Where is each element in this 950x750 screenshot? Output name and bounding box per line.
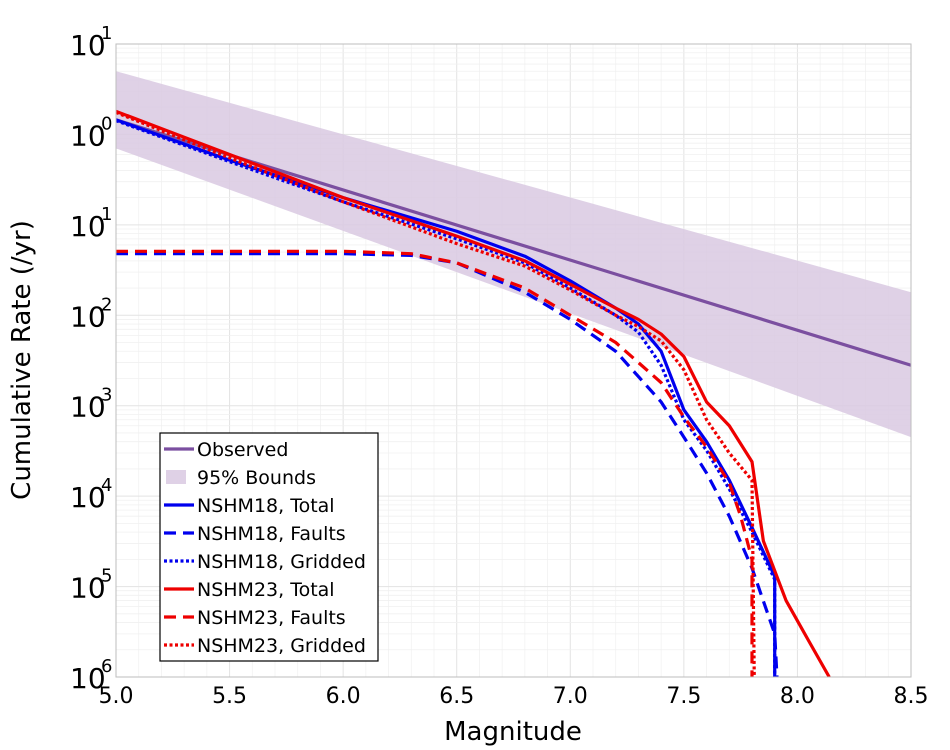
y-tick-exponent: 1	[101, 204, 112, 225]
x-tick-label: 8.0	[780, 684, 815, 709]
y-tick-exponent: 6	[101, 656, 112, 677]
y-tick-label: 10	[70, 391, 106, 424]
legend-label: 95% Bounds	[197, 467, 316, 489]
x-tick-label: 6.5	[439, 684, 474, 709]
bounds-band	[116, 71, 911, 438]
y-tick-exponent: 1	[101, 23, 112, 44]
series-line-nshm23-faults	[116, 249, 754, 677]
x-tick-label: 5.5	[212, 684, 247, 709]
legend-box	[159, 432, 379, 662]
legend-label: NSHM23, Faults	[197, 607, 346, 629]
x-tick-label: 6.0	[326, 684, 361, 709]
x-tick-label: 5.0	[99, 684, 134, 709]
series-layer	[116, 109, 911, 677]
y-tick-label: 10	[70, 481, 106, 514]
x-axis-label: Magnitude	[444, 717, 582, 747]
y-tick-label: 10	[70, 29, 106, 62]
y-tick-exponent: 3	[101, 385, 112, 406]
y-tick-exponent: 4	[101, 475, 112, 496]
y-tick-exponent: 0	[101, 113, 112, 134]
series-line-nshm18-gridded	[116, 119, 777, 677]
legend-label: NSHM23, Total	[197, 579, 335, 601]
plot-border	[115, 43, 912, 678]
legend-swatch-bounds	[166, 470, 186, 484]
y-tick-exponent: 2	[101, 294, 112, 315]
series-line-nshm23-gridded	[116, 110, 756, 677]
legend-label: NSHM18, Gridded	[197, 551, 366, 573]
legend-label: NSHM18, Faults	[197, 523, 346, 545]
x-tick-label: 7.0	[553, 684, 588, 709]
y-tick-label: 10	[70, 210, 106, 243]
confidence-band-layer	[116, 71, 911, 438]
y-tick-label: 10	[70, 662, 106, 695]
y-tick-exponent: 5	[101, 566, 112, 587]
x-tick-label: 7.5	[666, 684, 701, 709]
y-tick-label: 10	[70, 572, 106, 605]
series-line-nshm23-total	[116, 109, 831, 677]
y-tick-label: 10	[70, 119, 106, 152]
x-tick-label: 8.5	[894, 684, 929, 709]
y-tick-label: 10	[70, 300, 106, 333]
legend-label: Observed	[197, 439, 288, 461]
legend-label: NSHM23, Gridded	[197, 635, 366, 657]
legend: Observed 95% Bounds NSHM18, Total NSHM18, F…	[159, 432, 379, 662]
legend-label: NSHM18, Total	[197, 495, 335, 517]
x-axis-ticks: 5.0 5.5 6.0 6.5 7.0 7.5 8.0 8.5	[99, 684, 929, 709]
y-axis-label: Cumulative Rate (/yr)	[7, 220, 37, 500]
plot-frame	[115, 43, 912, 678]
